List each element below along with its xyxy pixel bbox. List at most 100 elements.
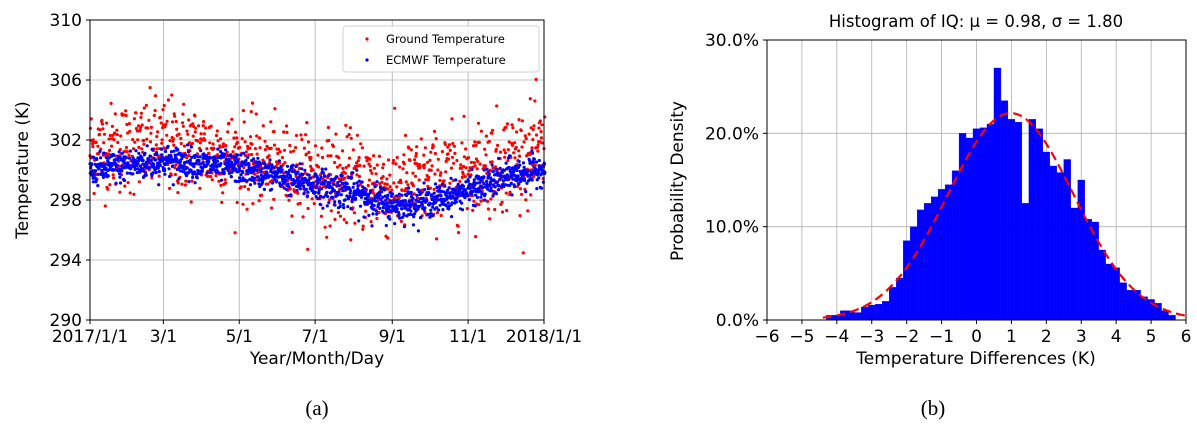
ecmwf-temperature-point: [163, 172, 167, 176]
ground-temperature-point: [266, 182, 270, 186]
ecmwf-temperature-point: [384, 223, 388, 228]
ecmwf-temperature-point: [177, 177, 181, 181]
ecmwf-temperature-point: [384, 206, 388, 210]
ground-temperature-point: [333, 160, 337, 165]
ground-temperature-point: [368, 157, 372, 161]
ground-temperature-point: [535, 145, 540, 149]
ground-temperature-point: [505, 208, 509, 213]
ground-temperature-point: [301, 215, 305, 219]
ecmwf-temperature-series: [88, 143, 547, 233]
ground-temperature-point: [164, 122, 168, 126]
ground-temperature-point: [443, 142, 447, 146]
ecmwf-temperature-point: [316, 197, 320, 201]
ground-temperature-point: [369, 168, 373, 173]
ground-temperature-point: [205, 147, 209, 151]
ecmwf-temperature-point: [345, 182, 349, 186]
ground-temperature-point: [163, 125, 167, 129]
legend-label-ground: Ground Temperature: [386, 32, 505, 46]
ecmwf-temperature-point: [407, 186, 411, 190]
ecmwf-temperature-point: [301, 181, 305, 185]
ground-temperature-point: [272, 129, 276, 134]
ground-temperature-point: [137, 180, 141, 184]
ground-temperature-point: [459, 163, 463, 167]
ecmwf-temperature-point: [338, 204, 342, 209]
ecmwf-temperature-point: [409, 190, 413, 194]
ground-temperature-point: [452, 161, 456, 165]
ecmwf-temperature-point: [323, 179, 327, 183]
ecmwf-temperature-point: [307, 178, 311, 182]
ecmwf-temperature-point: [258, 184, 262, 189]
ecmwf-temperature-point: [240, 164, 244, 168]
ecmwf-temperature-point: [386, 210, 391, 214]
ground-temperature-point: [336, 210, 340, 215]
ground-temperature-point: [403, 133, 408, 137]
ground-temperature-point: [487, 139, 491, 144]
ecmwf-temperature-point: [186, 143, 190, 147]
ecmwf-temperature-point: [456, 182, 460, 186]
ground-temperature-point: [385, 177, 389, 181]
ecmwf-temperature-point: [468, 186, 472, 190]
ecmwf-temperature-point: [470, 168, 474, 172]
ground-temperature-point: [444, 159, 448, 163]
ecmwf-temperature-point: [323, 174, 327, 178]
ecmwf-temperature-point: [485, 182, 489, 186]
ecmwf-temperature-point: [525, 181, 529, 185]
ecmwf-temperature-point: [216, 147, 220, 151]
ecmwf-temperature-point: [90, 162, 94, 166]
ecmwf-temperature-point: [191, 164, 196, 168]
histogram-bar: [993, 67, 1002, 321]
ecmwf-temperature-point: [399, 204, 403, 208]
ecmwf-temperature-point: [375, 212, 379, 216]
ecmwf-temperature-point: [434, 200, 438, 204]
ground-temperature-point: [97, 132, 102, 137]
ground-temperature-point: [209, 124, 213, 128]
ground-temperature-point: [139, 111, 143, 115]
ecmwf-temperature-point: [446, 188, 450, 192]
ground-temperature-point: [473, 140, 477, 144]
ecmwf-temperature-point: [159, 147, 164, 151]
ecmwf-temperature-point: [380, 200, 384, 204]
ground-temperature-point: [484, 134, 488, 138]
ground-temperature-point: [134, 111, 138, 115]
histogram-bar: [1049, 165, 1057, 321]
ecmwf-temperature-point: [282, 186, 286, 190]
ecmwf-temperature-point: [435, 206, 439, 210]
ecmwf-temperature-point: [94, 179, 98, 183]
ecmwf-temperature-point: [207, 160, 211, 164]
ground-temperature-point: [174, 119, 178, 124]
ecmwf-temperature-point: [326, 195, 330, 199]
ecmwf-temperature-point: [341, 182, 345, 186]
ground-temperature-point: [189, 200, 193, 204]
ground-temperature-point: [103, 204, 107, 208]
ecmwf-temperature-point: [325, 185, 329, 189]
ground-temperature-point: [343, 176, 347, 180]
ecmwf-temperature-point: [475, 195, 480, 199]
panel-a-x-tick-label: 2017/1/1: [52, 327, 128, 347]
panel-a-y-tick-label: 290: [50, 311, 82, 331]
ground-temperature-point: [419, 137, 423, 141]
ecmwf-temperature-point: [472, 180, 476, 185]
ecmwf-temperature-point: [263, 162, 267, 166]
ecmwf-temperature-point: [256, 175, 260, 179]
ground-temperature-point: [127, 153, 131, 157]
ground-temperature-point: [392, 181, 396, 185]
ecmwf-temperature-point: [131, 172, 135, 176]
ground-temperature-point: [450, 155, 454, 159]
ecmwf-temperature-point: [187, 150, 191, 154]
ground-temperature-point: [210, 178, 214, 182]
ecmwf-temperature-point: [373, 185, 377, 189]
ground-temperature-point: [91, 145, 95, 149]
ecmwf-temperature-point: [202, 152, 206, 156]
ground-temperature-point: [446, 145, 450, 149]
ecmwf-temperature-point: [178, 151, 182, 155]
histogram-bar: [903, 240, 911, 321]
ecmwf-temperature-point: [518, 169, 522, 174]
panel-a-y-tick-label: 306: [50, 71, 82, 91]
ground-temperature-point: [318, 173, 323, 177]
ground-temperature-point: [250, 142, 254, 146]
ground-temperature-point: [460, 175, 464, 179]
ground-temperature-point: [381, 175, 385, 179]
ecmwf-temperature-point: [198, 155, 202, 159]
ecmwf-temperature-point: [223, 152, 227, 156]
panel-b-y-tick-label: 30.0%: [705, 31, 759, 51]
